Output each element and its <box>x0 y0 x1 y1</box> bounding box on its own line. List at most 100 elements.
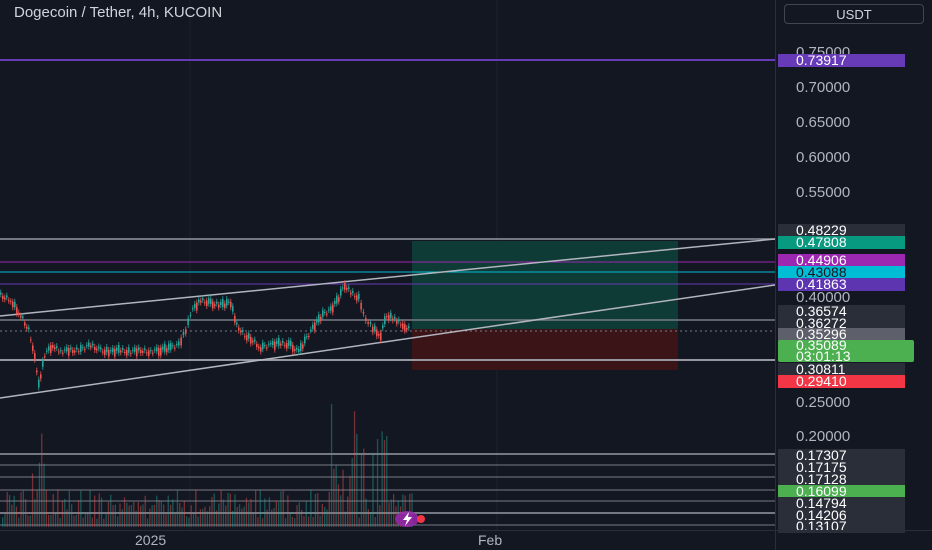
candle <box>312 324 314 329</box>
candle <box>246 335 248 341</box>
candle <box>278 338 280 346</box>
candle <box>160 347 162 356</box>
volume-bar <box>192 512 195 527</box>
chart-area[interactable] <box>0 0 775 530</box>
price-label: 0.13107 <box>778 519 905 533</box>
candle <box>248 333 250 339</box>
volume-bar <box>89 489 91 527</box>
volume-bar <box>303 516 305 527</box>
currency-button[interactable]: USDT <box>784 4 924 24</box>
lightning-icon[interactable] <box>392 510 430 528</box>
volume-bar <box>130 504 133 527</box>
volume-bar <box>259 489 261 527</box>
price-label: 0.17307 <box>778 448 905 462</box>
candle <box>10 301 12 303</box>
candle <box>32 345 34 351</box>
volume-bar <box>64 498 66 527</box>
candle <box>102 351 104 353</box>
candle <box>162 346 164 350</box>
candle <box>52 345 54 348</box>
candle <box>398 319 400 322</box>
candle <box>340 288 342 296</box>
candle <box>224 303 226 308</box>
volume-bar <box>13 495 15 527</box>
volume-bar <box>280 491 282 527</box>
volume-bar <box>158 500 160 527</box>
candle <box>344 283 346 290</box>
candle <box>180 337 182 346</box>
volume-bar <box>98 493 100 527</box>
candle <box>42 360 44 367</box>
candle <box>252 340 254 343</box>
current-price-label: 0.35089 03:01:13 <box>778 338 914 363</box>
volume-bar <box>243 506 245 527</box>
volume-bar <box>119 503 121 527</box>
candle <box>290 340 292 347</box>
candle <box>260 347 262 352</box>
candle <box>208 298 210 304</box>
volume-bar <box>117 516 119 527</box>
trendline-upper <box>0 238 775 317</box>
volume-bar <box>238 504 241 527</box>
candle <box>268 343 270 345</box>
candle <box>134 347 136 352</box>
volume-bar <box>367 509 369 527</box>
candle <box>298 349 300 352</box>
volume-bar <box>87 513 89 527</box>
volume-bar <box>160 501 162 527</box>
candle <box>128 347 130 353</box>
candle <box>72 350 74 353</box>
volume-bar <box>227 492 229 527</box>
volume-bar <box>190 505 192 527</box>
candle <box>392 318 394 321</box>
candle <box>369 322 372 325</box>
volume-bar <box>36 490 38 527</box>
volume-bar <box>202 508 204 527</box>
stop-zone <box>412 329 678 370</box>
volume-bar <box>241 508 243 527</box>
volume-bar <box>126 502 128 527</box>
candle <box>196 302 198 311</box>
volume-bar <box>284 518 287 527</box>
symbol-title[interactable]: Dogecoin / Tether, 4h, KUCOIN <box>14 4 223 21</box>
price-tick: 0.60000 <box>796 149 851 166</box>
volume-bar <box>393 493 395 527</box>
price-tick: 0.70000 <box>796 79 851 96</box>
candle <box>164 343 166 352</box>
candle <box>220 302 222 305</box>
candle <box>356 295 358 301</box>
candle <box>16 307 18 314</box>
candle <box>60 350 62 352</box>
candle <box>272 341 274 346</box>
candle <box>74 350 76 353</box>
volume-bar <box>409 493 411 527</box>
candle <box>50 345 52 353</box>
candle <box>218 304 220 308</box>
candle <box>386 316 388 318</box>
candle <box>140 350 142 353</box>
volume-bar <box>347 496 349 527</box>
volume-bar <box>353 411 356 527</box>
candle <box>152 352 154 354</box>
candle <box>62 352 64 354</box>
volume-bar <box>381 431 383 527</box>
volume-bar <box>252 512 254 527</box>
candle <box>126 350 128 356</box>
volume-bar <box>8 495 11 527</box>
price-tick: 0.25000 <box>796 394 851 411</box>
volume-bar <box>261 518 264 527</box>
candle <box>254 339 256 342</box>
candle <box>374 325 376 331</box>
chart-canvas[interactable] <box>0 0 775 530</box>
volume-bar <box>20 492 22 527</box>
target-zone <box>412 241 678 329</box>
volume-bar <box>18 517 20 527</box>
volume-bar <box>360 452 363 527</box>
volume-bar <box>151 505 153 527</box>
volume-bar <box>103 518 105 527</box>
volume-bar <box>236 506 238 527</box>
volume-bar <box>48 514 50 527</box>
volume-bar <box>153 504 156 527</box>
candle <box>238 327 240 331</box>
volume-bar <box>167 495 169 527</box>
